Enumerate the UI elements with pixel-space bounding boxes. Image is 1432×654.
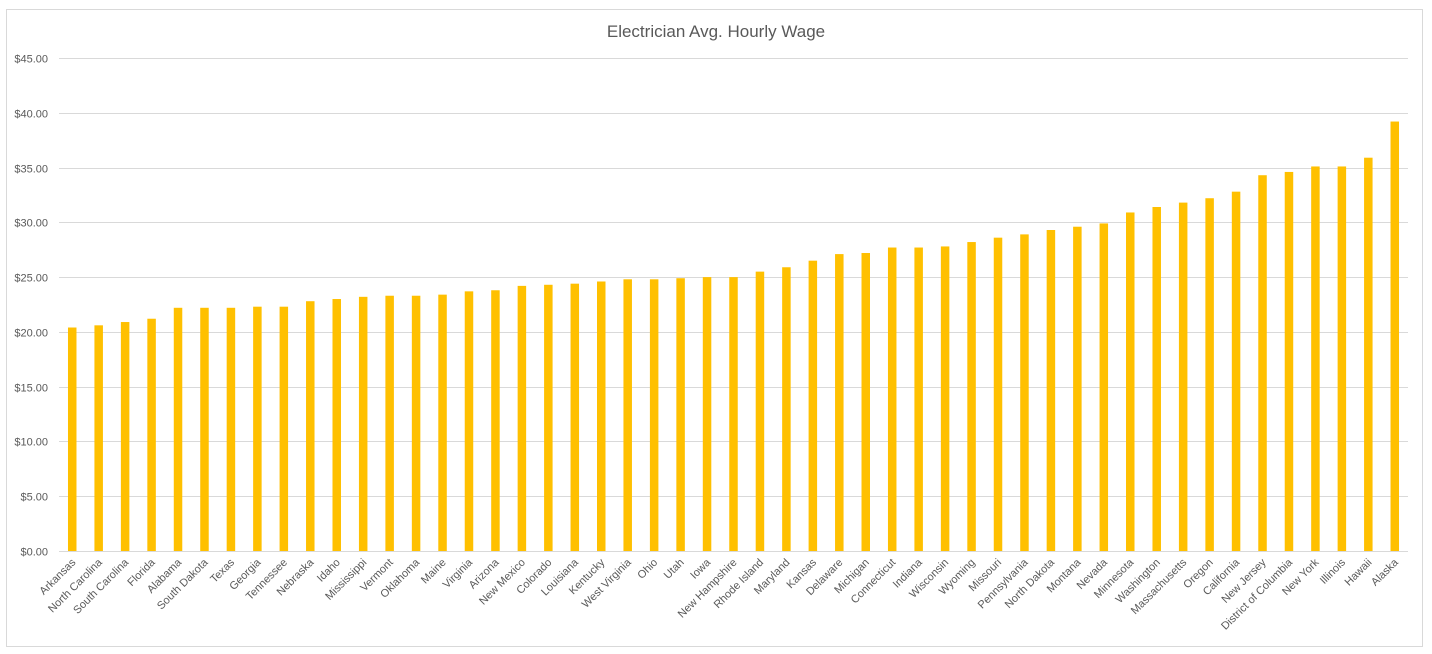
bar [914,247,923,551]
bar [491,290,500,551]
bar [1205,198,1214,552]
bar [517,285,527,551]
y-tick-label: $20.00 [14,328,48,340]
bar [597,281,606,551]
y-tick-label: $25.00 [14,273,48,285]
bar [94,325,103,551]
bar [1284,171,1294,551]
bar [808,260,818,551]
y-axis-ticks: $0.00 $5.00 $10.00 $15.00 $20.00 $25.00 $30.00… [14,54,48,559]
bar [1311,166,1320,551]
bar [306,301,315,551]
bar [385,295,394,551]
bar [649,279,659,551]
bar [358,296,368,551]
x-tick-label: Utah [662,557,687,582]
bar [1231,191,1241,551]
x-tick-label: Alaska [1369,556,1401,588]
bar [226,307,236,551]
bar [120,322,130,551]
bar [1099,223,1109,551]
bar [1364,157,1373,551]
y-tick-label: $0.00 [20,547,48,559]
x-tick-label: Hawaii [1343,557,1375,589]
bar [729,277,738,551]
bar [861,253,870,551]
bar [967,242,976,552]
bar [411,295,421,551]
bar [253,306,262,551]
bar [835,254,844,551]
bar [887,247,897,551]
bar [570,283,580,551]
bar [438,294,447,551]
bar [1020,234,1029,551]
bar [1152,207,1161,551]
bar [544,284,553,551]
bar [1178,202,1188,552]
bar [67,327,77,551]
y-tick-label: $35.00 [14,164,48,176]
chart-title: Electrician Avg. Hourly Wage [606,22,826,41]
bar [940,246,950,551]
bar [1390,121,1400,551]
bars [67,121,1400,552]
y-tick-label: $45.00 [14,54,48,66]
bar [993,237,1003,552]
bar [676,278,685,551]
bar [1073,226,1082,551]
bar [1126,212,1135,551]
bar [200,307,209,551]
bar [1258,175,1267,551]
bar [702,277,712,551]
y-tick-label: $10.00 [14,437,48,449]
bar [279,306,289,551]
bar [173,307,183,551]
bar [782,267,791,551]
x-tick-label: Ohio [635,557,660,582]
y-tick-label: $40.00 [14,109,48,121]
bar [147,318,156,551]
y-tick-label: $5.00 [20,492,48,504]
bar [755,271,765,551]
bar [1337,166,1347,551]
bar [332,299,341,551]
bar [464,291,474,551]
y-tick-label: $30.00 [14,218,48,230]
bar [623,279,632,551]
y-tick-label: $15.00 [14,383,48,395]
bar [1046,230,1056,551]
